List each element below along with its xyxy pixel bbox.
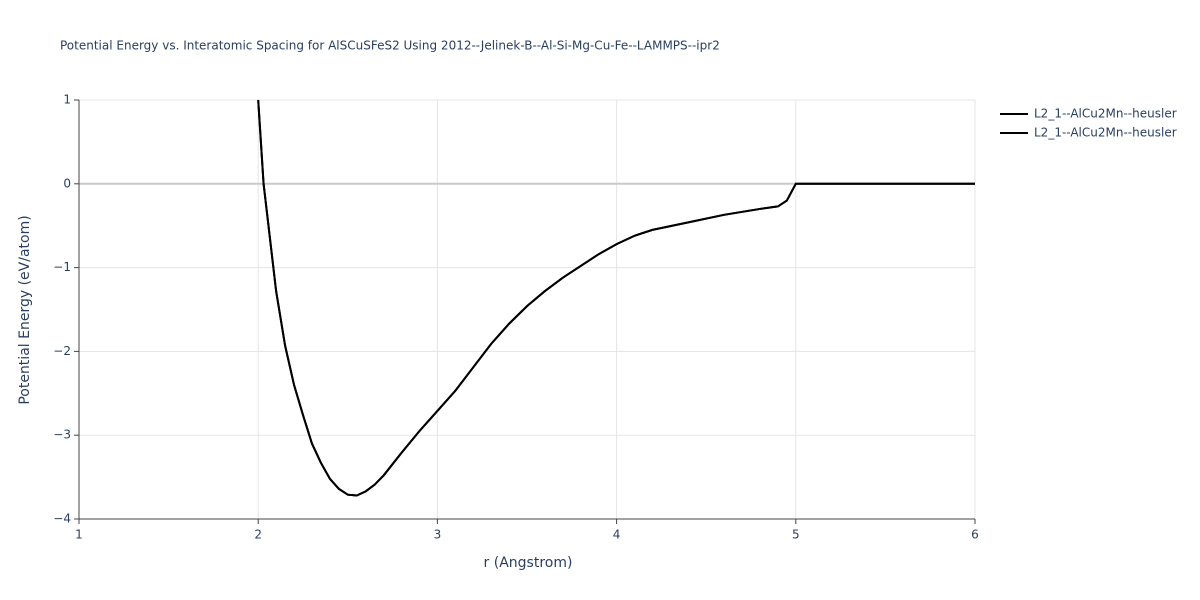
y-axis-label: Potential Energy (eV/atom)	[17, 215, 33, 404]
x-tick-label: 6	[971, 528, 979, 542]
x-axis-label: r (Angstrom)	[484, 555, 573, 571]
series-line	[257, 99, 975, 497]
x-tick-label: 2	[254, 528, 262, 542]
chart-title: Potential Energy vs. Interatomic Spacing…	[60, 39, 720, 53]
y-tick-label: 1	[63, 93, 71, 107]
x-tick-label: 1	[75, 528, 83, 542]
y-tick-label: −2	[53, 344, 71, 358]
y-tick-label: −4	[53, 512, 71, 526]
x-tick-label: 3	[434, 528, 442, 542]
x-tick-label: 4	[613, 528, 621, 542]
y-tick-label: −1	[53, 260, 71, 274]
y-tick-label: −3	[53, 428, 71, 442]
y-tick-label: 0	[63, 176, 71, 190]
legend-label: L2_1--AlCu2Mn--heusler	[1034, 107, 1177, 121]
legend-label: L2_1--AlCu2Mn--heusler	[1034, 126, 1177, 140]
x-tick-label: 5	[792, 528, 800, 542]
